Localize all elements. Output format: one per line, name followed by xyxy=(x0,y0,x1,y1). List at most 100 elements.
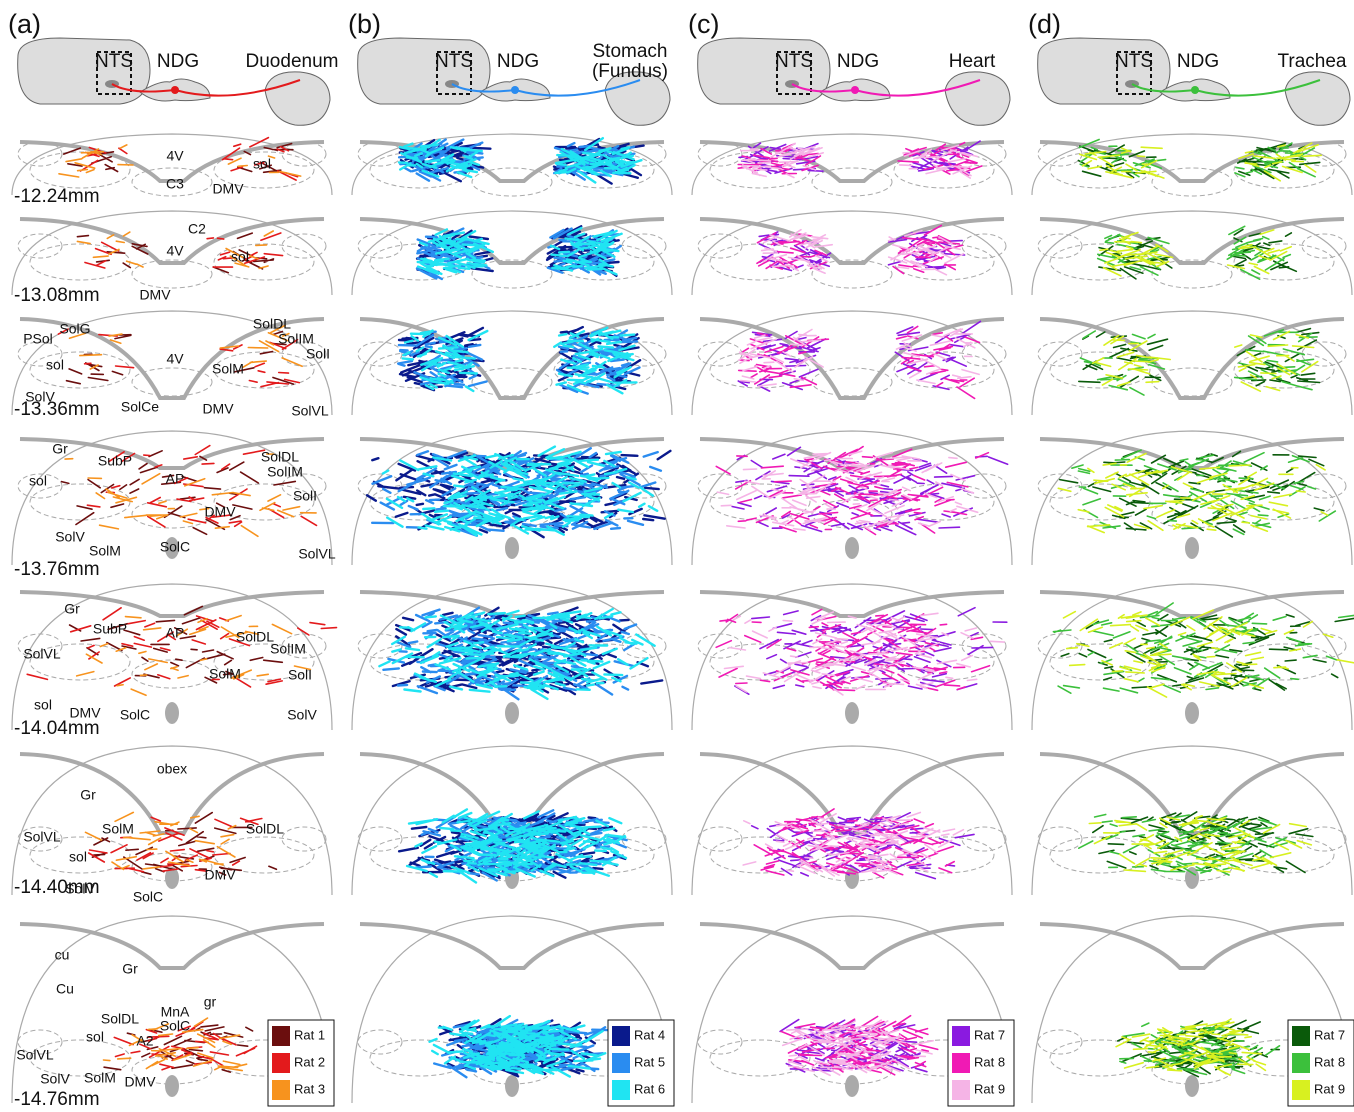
panel-label: (a) xyxy=(8,9,41,39)
target-label: Stomach xyxy=(593,41,668,62)
region-label: SolV xyxy=(55,529,85,545)
region-label: SolV xyxy=(287,707,317,723)
region-label: SolV xyxy=(25,389,55,405)
region-label: gr xyxy=(204,994,217,1010)
region-label: SolIM xyxy=(270,641,306,657)
figure: (a)NTSNDGDuodenumRat 1Rat 2Rat 3-12.24mm… xyxy=(0,0,1354,1112)
region-label: SolM xyxy=(102,821,134,837)
region-label: SolM xyxy=(209,666,241,682)
region-label: sol xyxy=(34,697,52,713)
region-label: AP xyxy=(166,471,185,487)
ganglion-label: NDG xyxy=(837,51,879,72)
central-canal xyxy=(165,702,179,724)
legend-swatch xyxy=(272,1080,290,1100)
region-label: SolI xyxy=(293,488,317,504)
region-label: PSol xyxy=(23,331,53,347)
legend-swatch xyxy=(1292,1053,1310,1073)
region-label: DMV xyxy=(69,705,101,721)
panel: (c)NTSNDGHeartRat 7Rat 8Rat 9 xyxy=(688,9,1014,1106)
legend-label: Rat 6 xyxy=(634,1081,665,1096)
region-label: sol xyxy=(231,249,249,265)
level-label: -14.76mm xyxy=(14,1089,100,1110)
target-label: Heart xyxy=(949,51,996,72)
region-label: SolIM xyxy=(278,331,314,347)
region-label: sol xyxy=(69,849,87,865)
legend-label: Rat 7 xyxy=(974,1027,1005,1042)
fibers xyxy=(738,321,980,391)
region-label: SubP xyxy=(93,621,127,637)
region-label: 4V xyxy=(166,351,184,367)
central-canal xyxy=(1185,702,1199,724)
ventricle-edge xyxy=(1040,592,1344,616)
legend-swatch xyxy=(1292,1080,1310,1100)
central-canal xyxy=(845,537,859,559)
region-label: SolVL xyxy=(23,646,61,662)
region-label: DMV xyxy=(204,867,236,883)
region-label: 4V xyxy=(166,148,184,164)
legend-label: Rat 9 xyxy=(974,1081,1005,1096)
nucleus-outline xyxy=(30,352,130,388)
legend-label: Rat 4 xyxy=(634,1027,665,1042)
ganglion-dot xyxy=(171,86,179,94)
region-label: SolC xyxy=(160,539,190,555)
target-label: (Fundus) xyxy=(592,61,668,82)
nucleus-outline xyxy=(710,1040,810,1076)
region-label: SolVL xyxy=(298,546,336,562)
central-canal xyxy=(505,1075,519,1097)
central-canal xyxy=(505,702,519,724)
legend-swatch xyxy=(612,1053,630,1073)
region-label: DMV xyxy=(204,504,236,520)
region-label: obex xyxy=(157,761,187,777)
legend-label: Rat 2 xyxy=(294,1054,325,1069)
legend-label: Rat 9 xyxy=(1314,1081,1345,1096)
region-label: SolVL xyxy=(23,829,61,845)
central-canal xyxy=(845,702,859,724)
nucleus-outline xyxy=(812,368,892,396)
level-label: -12.24mm xyxy=(14,186,100,207)
legend-swatch xyxy=(952,1053,970,1073)
fibers xyxy=(418,228,622,274)
region-label: Cu xyxy=(56,981,74,997)
legend-swatch xyxy=(272,1026,290,1046)
fibers xyxy=(1060,451,1324,537)
central-canal xyxy=(1185,537,1199,559)
region-label: DMV xyxy=(212,181,244,197)
region-label: DMV xyxy=(124,1074,156,1090)
region-label: DMV xyxy=(139,287,171,303)
ventricle-edge xyxy=(700,592,1004,616)
region-label: SolDL xyxy=(101,1011,139,1027)
ventricle-edge xyxy=(1040,439,1344,468)
region-label: A2 xyxy=(136,1033,153,1049)
level-label: -13.08mm xyxy=(14,285,100,306)
panel: (a)NTSNDGDuodenumRat 1Rat 2Rat 3-12.24mm… xyxy=(8,9,338,1110)
source-label: NTS xyxy=(95,51,133,72)
region-label: cu xyxy=(55,947,70,963)
legend-swatch xyxy=(1292,1026,1310,1046)
central-canal xyxy=(165,1075,179,1097)
region-label: sol xyxy=(86,1029,104,1045)
legend-label: Rat 1 xyxy=(294,1027,325,1042)
legend-label: Rat 5 xyxy=(634,1054,665,1069)
target-label: Trachea xyxy=(1278,51,1347,72)
ganglion-label: NDG xyxy=(497,51,539,72)
region-label: DMV xyxy=(202,401,234,417)
region-label: Gr xyxy=(80,787,96,803)
region-label: sol xyxy=(46,357,64,373)
region-label: SolIM xyxy=(267,464,303,480)
region-label: Gr xyxy=(122,961,138,977)
central-canal xyxy=(1185,1075,1199,1097)
nucleus-outline xyxy=(132,368,212,396)
source-label: NTS xyxy=(775,51,813,72)
ventricle-edge xyxy=(1040,219,1344,263)
region-label: Gr xyxy=(52,441,68,457)
region-label: SolV xyxy=(40,1071,70,1087)
region-label: SolVL xyxy=(16,1047,54,1063)
legend-label: Rat 3 xyxy=(294,1081,325,1096)
region-label: SolG xyxy=(59,321,90,337)
region-label: sol xyxy=(29,473,47,489)
region-label: SolI xyxy=(288,667,312,683)
region-label: SolDL xyxy=(261,449,299,465)
legend-label: Rat 7 xyxy=(1314,1027,1345,1042)
legend-label: Rat 8 xyxy=(974,1054,1005,1069)
nucleus-outline xyxy=(30,484,130,520)
